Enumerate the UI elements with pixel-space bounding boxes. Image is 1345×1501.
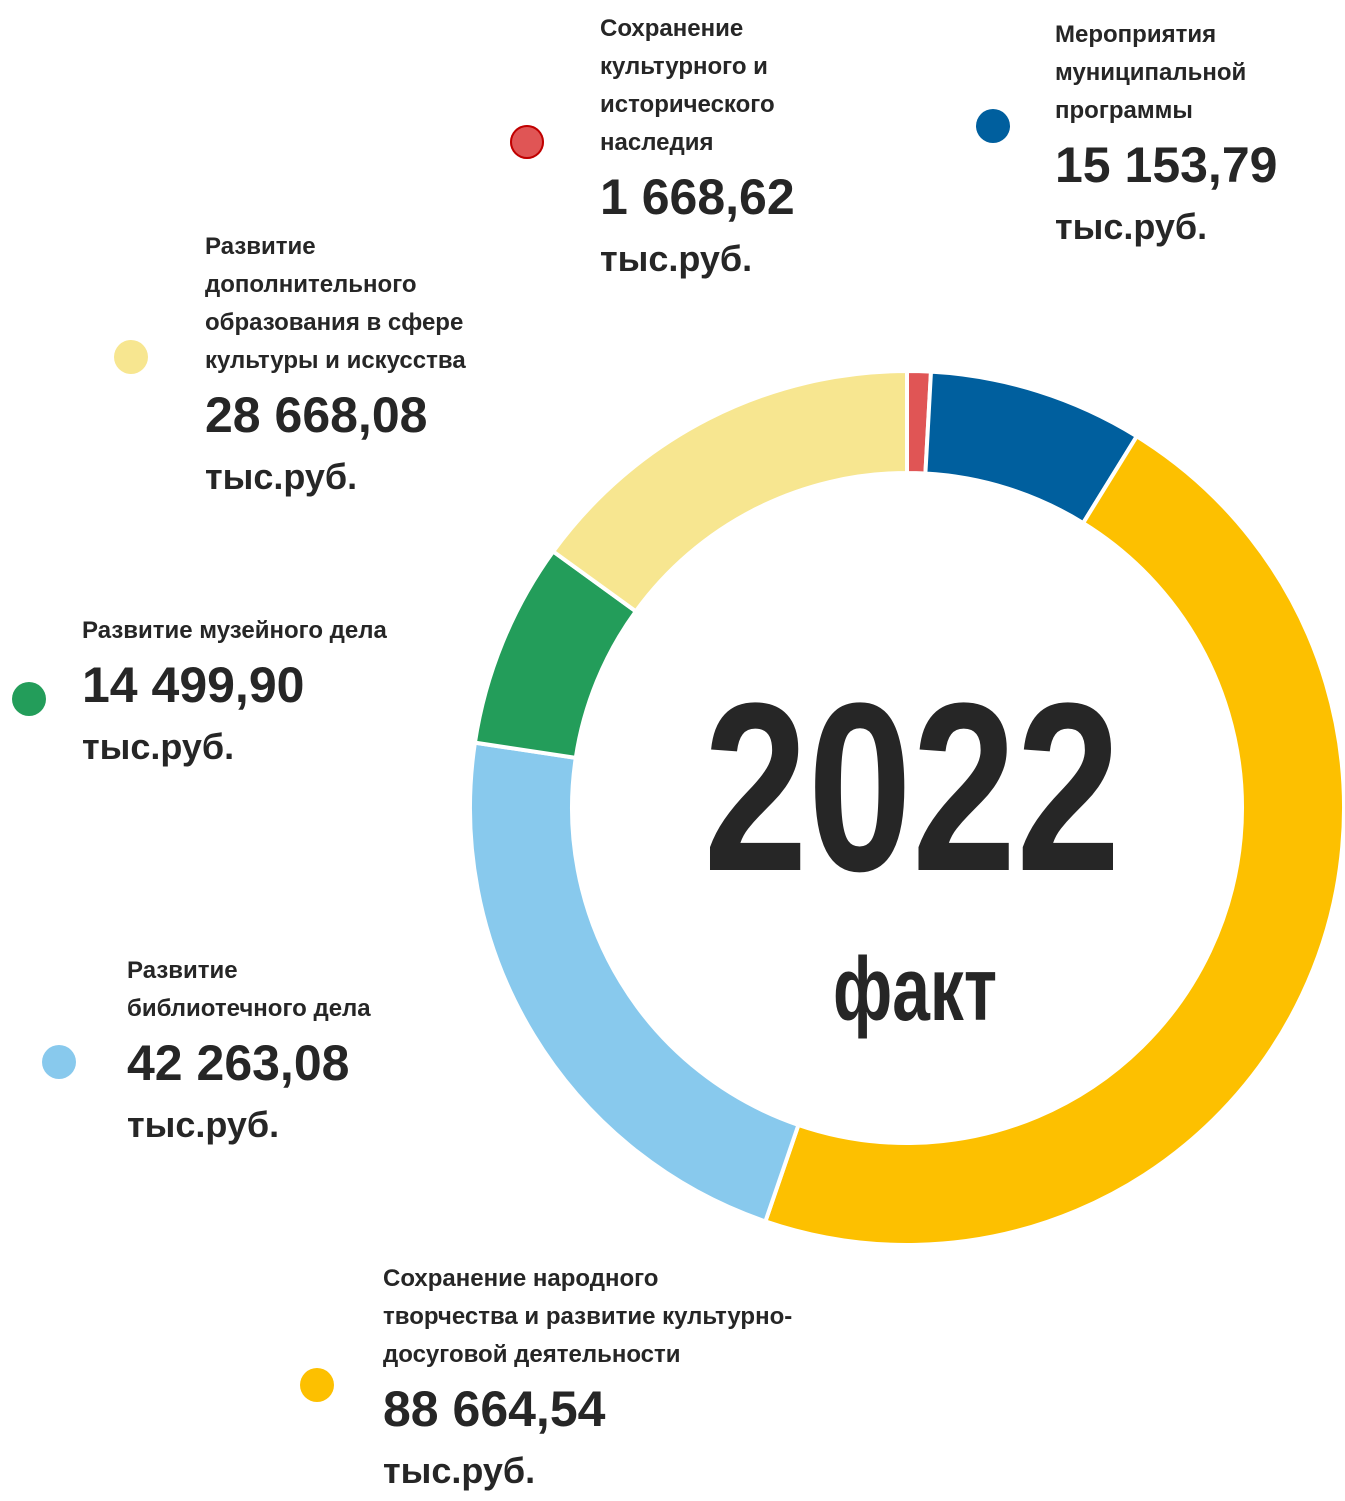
value-label: 28 668,08: [205, 387, 428, 443]
legend-entry: Развитие библиотечного дела 42 263,08 тыс.…: [127, 952, 371, 1152]
donut-segment: [762, 433, 1345, 1247]
value-label: 42 263,08: [127, 1035, 350, 1091]
legend-label: Развитие библиотечного дела: [127, 957, 371, 1022]
value-label: 1 668,62: [600, 169, 795, 225]
legend-marker: [300, 1368, 334, 1402]
legend-entry: Сохранение культурного и исторического н…: [600, 10, 795, 286]
legend-label: Сохранение народного творчества и развит…: [383, 1265, 793, 1368]
legend-marker: [976, 109, 1010, 143]
legend-marker: [510, 125, 544, 159]
legend-entry: Развитие музейного дела 14 499,90 тыс.руб.: [82, 612, 387, 774]
legend-marker: [42, 1045, 76, 1079]
legend-marker: [114, 340, 148, 374]
unit-label: тыс.руб.: [82, 726, 235, 767]
unit-label: тыс.руб.: [205, 456, 358, 497]
legend-entry: Мероприятия муниципальной программы 15 15…: [1055, 16, 1277, 254]
unit-label: тыс.руб.: [1055, 206, 1208, 247]
center-sublabel: факт: [833, 940, 997, 1040]
legend-label: Сохранение культурного и исторического н…: [600, 15, 775, 156]
donut: [468, 368, 1345, 1247]
unit-label: тыс.руб.: [383, 1450, 536, 1491]
unit-label: тыс.руб.: [600, 238, 753, 279]
value-label: 14 499,90: [82, 657, 305, 713]
legend-marker: [12, 682, 46, 716]
value-label: 88 664,54: [383, 1381, 606, 1437]
legend-label: Развитие дополнительного образования в с…: [205, 233, 466, 374]
legend-label: Развитие музейного дела: [82, 617, 387, 644]
legend-label: Мероприятия муниципальной программы: [1055, 21, 1247, 124]
value-label: 15 153,79: [1055, 137, 1278, 193]
legend-entry: Развитие дополнительного образования в с…: [205, 228, 466, 504]
center-label: 2022: [704, 653, 1121, 921]
unit-label: тыс.руб.: [127, 1104, 280, 1145]
legend-entry: Сохранение народного творчества и развит…: [383, 1260, 792, 1498]
donut-segment: [550, 368, 909, 615]
